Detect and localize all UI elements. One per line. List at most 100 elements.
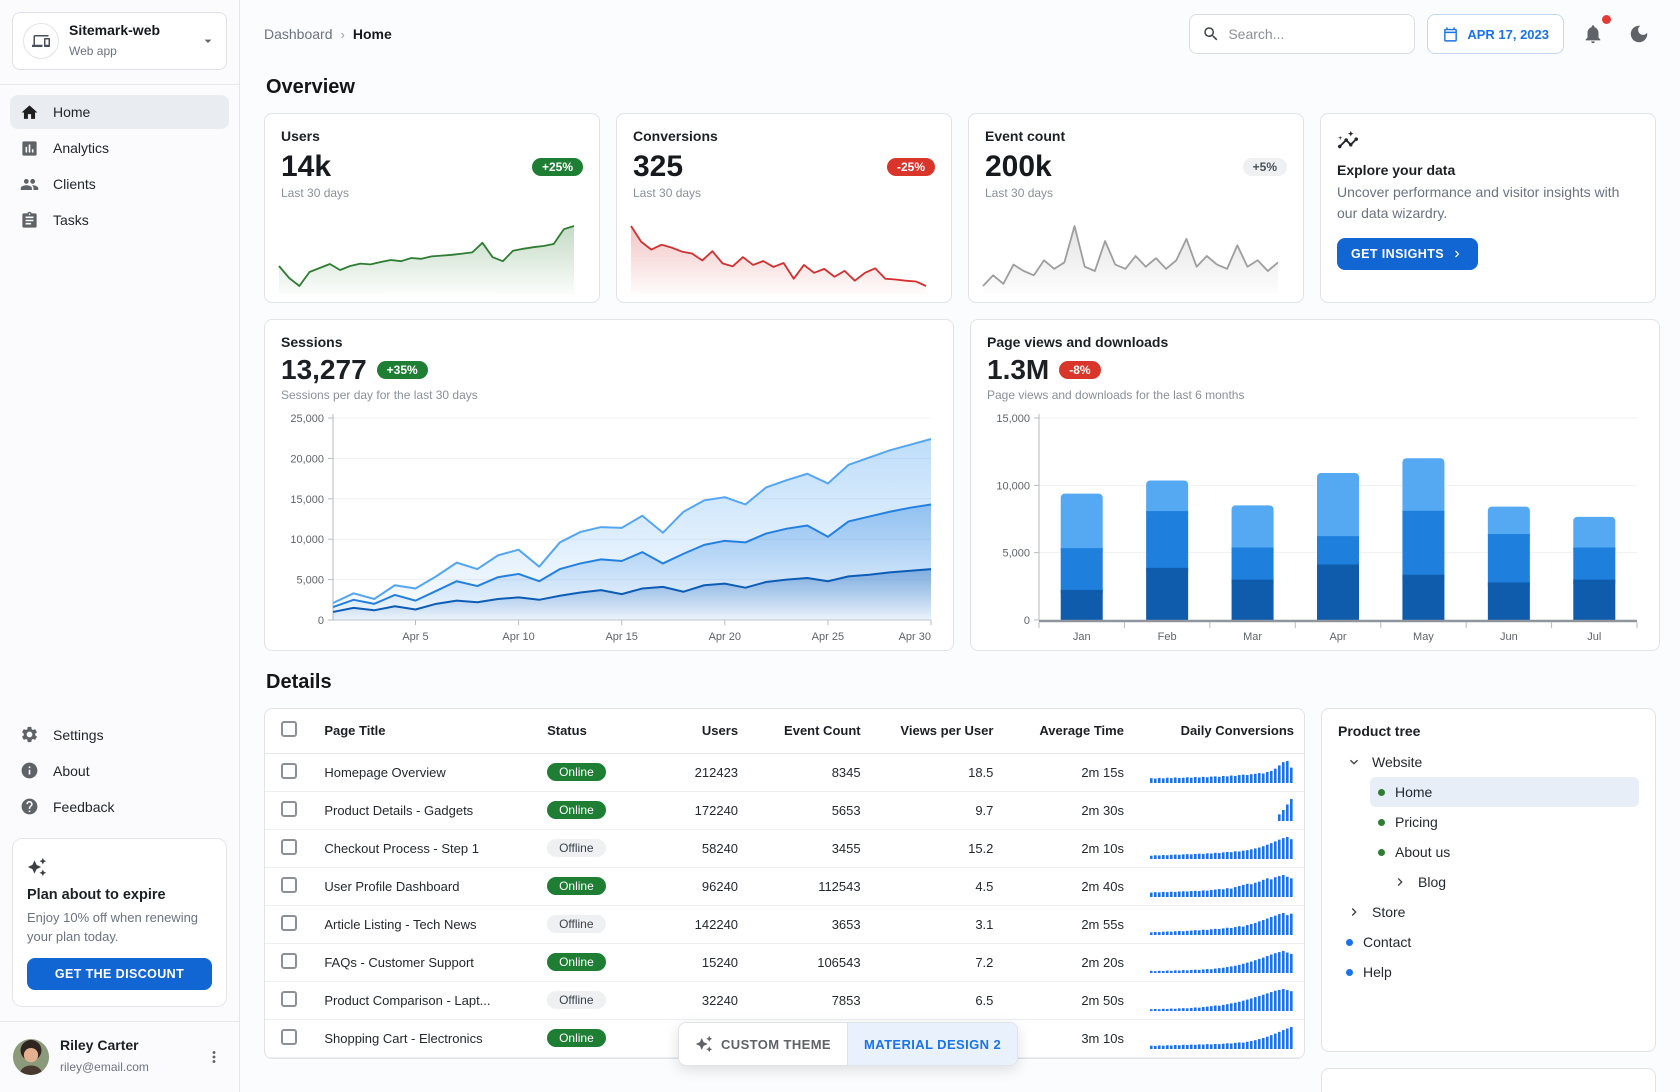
dark-mode-toggle[interactable] [1622,17,1656,51]
tree-item-label: Website [1372,754,1423,770]
cell-status: Online [537,753,644,792]
row-checkbox[interactable] [281,800,297,817]
tree-item-blog[interactable]: Blog [1384,867,1639,897]
pageviews-bar-chart: 0 5,000 10,000 15,000 Jan Feb Mar Apr May Jun Jul [996,413,1638,643]
row-checkbox-cell [265,829,315,868]
row-checkbox[interactable] [281,838,297,855]
column-header-daily-conversions[interactable]: Daily Conversions [1133,709,1304,754]
sidebar-item-label: Feedback [53,798,115,815]
row-checkbox[interactable] [281,990,297,1007]
explore-card-body: Uncover performance and visitor insights… [1337,184,1620,221]
column-header-status[interactable]: Status [537,709,644,754]
sidebar-item-label: Tasks [53,212,89,228]
tree-item-contact[interactable]: Contact [1338,927,1639,957]
row-checkbox[interactable] [281,914,297,931]
tree-item-website[interactable]: Website [1338,747,1639,777]
cell-views-per-user: 15.2 [870,829,1004,868]
get-discount-button[interactable]: GET THE DISCOUNT [27,958,212,991]
sidebar-item-home[interactable]: Home [10,95,229,129]
row-checkbox[interactable] [281,762,297,779]
table-header-checkbox-cell [265,709,315,754]
daily-conversions-sparkline [1278,799,1293,821]
search-input[interactable] [1228,26,1403,42]
main-content: Dashboard › Home APR 17, 2023 [240,0,1680,1092]
details-table-card: Page Title Status Users Event Count Views pe… [264,708,1305,1059]
svg-text:Apr 15: Apr 15 [605,631,637,643]
column-header-event-count[interactable]: Event Count [748,709,871,754]
get-insights-button[interactable]: GET INSIGHTS [1337,238,1479,270]
column-header-page-title[interactable]: Page Title [314,709,538,754]
notifications-button[interactable] [1576,15,1611,51]
table-row: Checkout Process - Step 1 Offline 58240 345… [265,829,1304,868]
get-insights-label: GET INSIGHTS [1351,247,1445,261]
column-header-views-per-user[interactable]: Views per User [870,709,1004,754]
svg-text:20,000: 20,000 [290,453,324,465]
tree-item-home[interactable]: Home [1370,777,1639,807]
cell-daily-conversions [1133,829,1304,868]
material-design-2-option[interactable]: MATERIAL DESIGN 2 [847,1023,1018,1065]
pageviews-value: 1.3M [987,354,1050,385]
pageviews-change-badge: -8% [1059,361,1101,379]
row-checkbox[interactable] [281,1028,297,1045]
sidebar-secondary-nav: Settings About Feedback [0,718,239,824]
column-header-average-time[interactable]: Average Time [1003,709,1134,754]
cell-views-per-user: 18.5 [870,753,1004,792]
plan-card-title: Plan about to expire [27,886,166,903]
plan-card-body: Enjoy 10% off when renewing your plan to… [27,909,199,944]
workspace-name: Sitemark-web [69,22,161,38]
tree-item-label: Help [1363,964,1392,980]
user-menu-button[interactable] [201,1044,227,1070]
status-badge: Online [547,877,606,895]
svg-text:Jun: Jun [1500,631,1518,643]
sidebar-item-label: Clients [53,176,96,192]
svg-text:10,000: 10,000 [996,480,1030,492]
breadcrumb-home: Home [352,26,392,42]
sidebar-item-clients[interactable]: Clients [10,167,229,201]
help-icon [21,798,38,815]
tree-item-about-us[interactable]: About us [1370,837,1639,867]
info-icon [21,762,38,779]
chevron-right-icon [1351,908,1357,916]
table-row: Product Details - Gadgets Online 172240 565… [265,791,1304,830]
svg-text:May: May [1413,631,1434,643]
svg-text:Apr 20: Apr 20 [709,631,741,643]
stat-title: Conversions [633,128,718,144]
custom-theme-option[interactable]: CUSTOM THEME [679,1023,847,1065]
cell-users: 15240 [643,943,749,982]
cell-page-title: User Profile Dashboard [314,867,538,906]
row-checkbox-cell [265,1019,315,1058]
column-header-users[interactable]: Users [643,709,749,754]
row-checkbox[interactable] [281,876,297,893]
status-badge: Online [547,763,606,781]
cell-page-title: Homepage Overview [314,753,538,792]
select-all-checkbox[interactable] [281,721,297,738]
cell-page-title: FAQs - Customer Support [314,943,538,982]
sidebar-item-about[interactable]: About [10,754,229,788]
overview-heading: Overview [266,76,355,98]
pageviews-chart-card: Page views and downloads 1.3M -8% Page v… [970,319,1660,651]
sidebar-item-tasks[interactable]: Tasks [10,203,229,237]
stat-change-badge: -25% [886,158,935,176]
explore-data-card: Explore your data Uncover performance an… [1320,113,1656,303]
sidebar-item-settings[interactable]: Settings [10,718,229,752]
workspace-select[interactable]: Sitemark-web Web app [12,12,227,70]
cell-views-per-user: 6.5 [870,981,1004,1020]
breadcrumb-dashboard[interactable]: Dashboard [264,26,333,42]
tree-item-help[interactable]: Help [1338,957,1639,987]
svg-text:15,000: 15,000 [290,494,324,506]
stat-sparkline [630,225,927,294]
sparkle-icon [695,1035,713,1053]
tree-item-store[interactable]: Store [1338,897,1639,927]
stat-value-row: 200k +5% [985,150,1287,184]
tree-item-pricing[interactable]: Pricing [1370,807,1639,837]
tree-item-label: Contact [1363,934,1412,950]
date-picker-button[interactable]: APR 17, 2023 [1427,14,1564,54]
cell-users: 32240 [643,981,749,1020]
people-icon [20,178,39,190]
stat-sparkline [278,225,575,294]
row-checkbox[interactable] [281,952,297,969]
svg-text:Apr: Apr [1329,631,1346,643]
calendar-icon [1442,26,1459,43]
sidebar-item-feedback[interactable]: Feedback [10,790,229,824]
sidebar-item-analytics[interactable]: Analytics [10,131,229,165]
